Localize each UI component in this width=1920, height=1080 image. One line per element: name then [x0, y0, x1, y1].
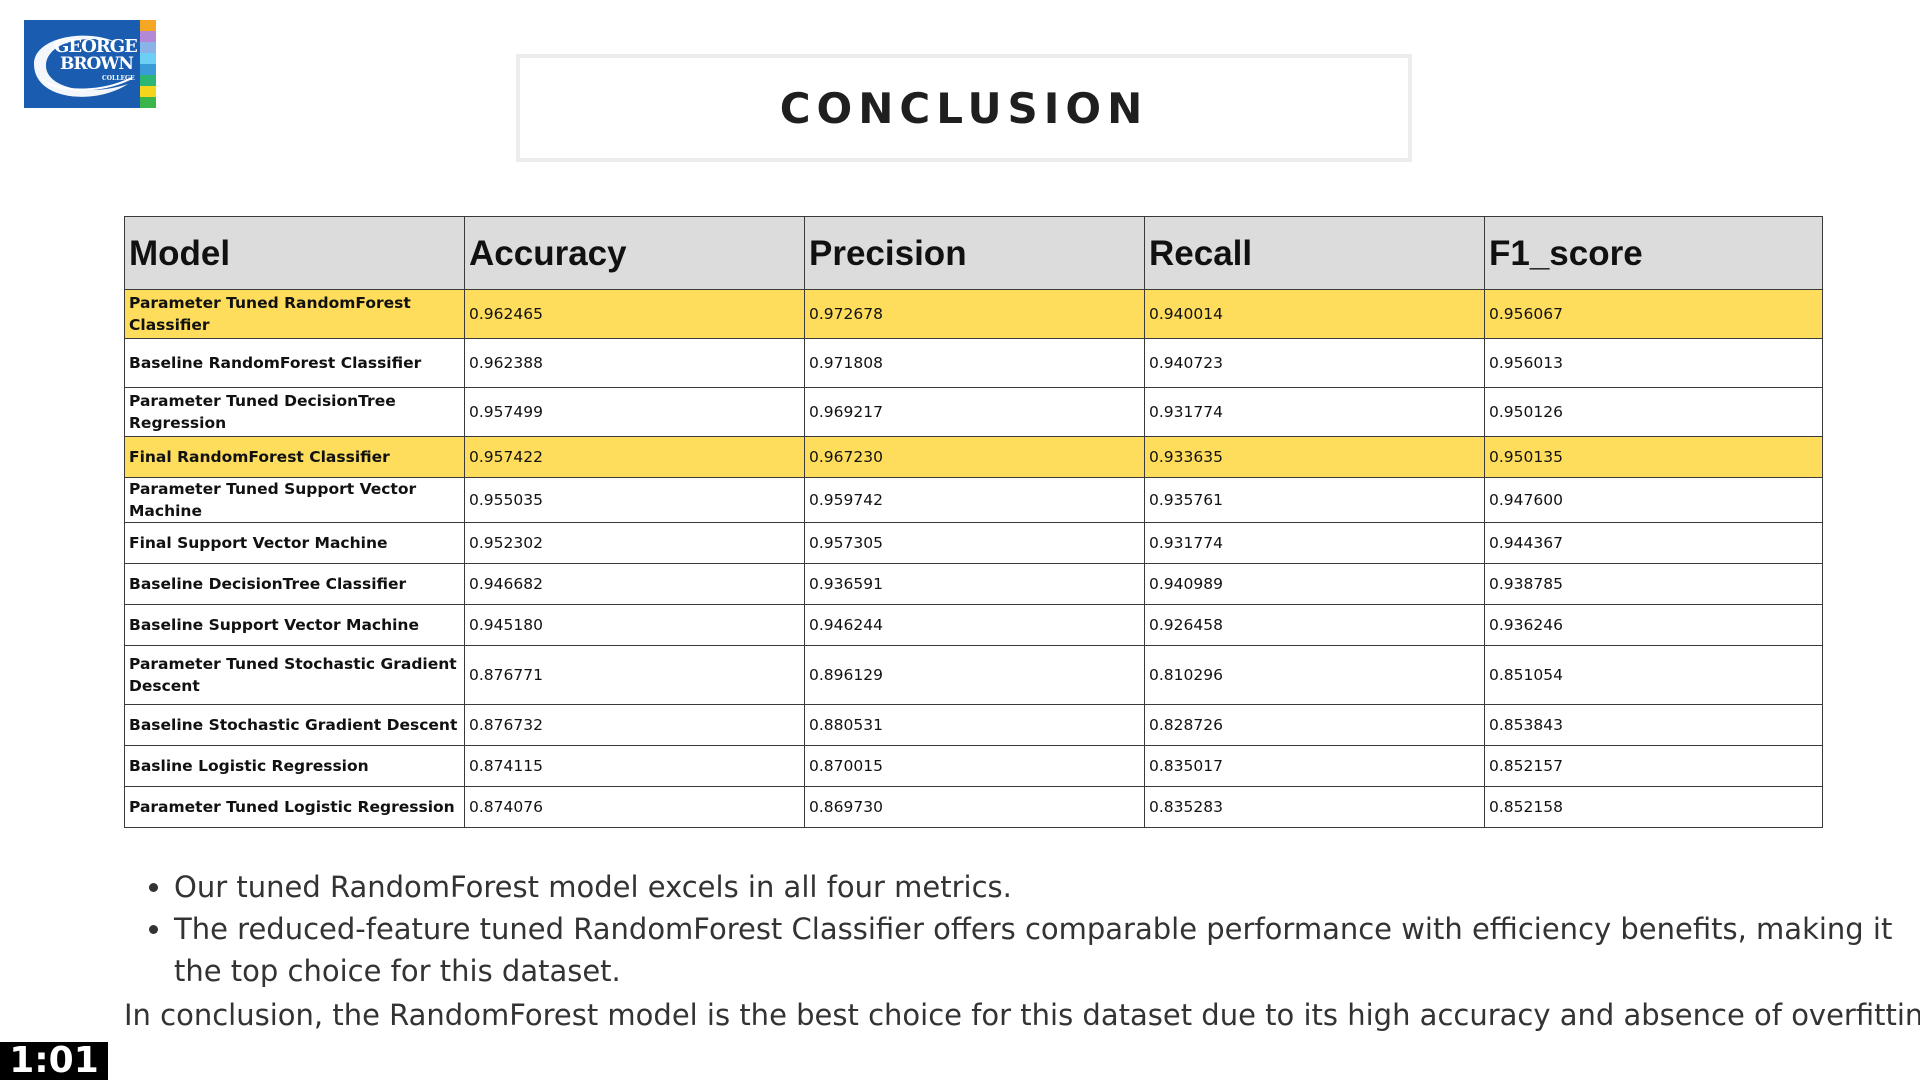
precision-cell: 0.969217 [804, 387, 1145, 437]
precision-cell: 0.957305 [804, 522, 1145, 564]
precision-cell: 0.896129 [804, 645, 1145, 705]
column-header-precision: Precision [804, 216, 1145, 290]
table-row: Baseline RandomForest Classifier 0.96238… [124, 338, 1823, 388]
accuracy-cell: 0.874076 [464, 786, 805, 828]
f1-cell: 0.852158 [1484, 786, 1823, 828]
precision-cell: 0.959742 [804, 477, 1145, 523]
f1-cell: 0.944367 [1484, 522, 1823, 564]
recall-cell: 0.933635 [1144, 436, 1485, 478]
column-header-recall: Recall [1144, 216, 1485, 290]
f1-cell: 0.956067 [1484, 289, 1823, 339]
recall-cell: 0.835283 [1144, 786, 1485, 828]
recall-cell: 0.926458 [1144, 604, 1485, 646]
logo-text-college: COLLEGE [102, 75, 135, 82]
recall-cell: 0.940989 [1144, 563, 1485, 605]
model-cell: Baseline Stochastic Gradient Descent [124, 704, 465, 746]
model-cell: Parameter Tuned Support Vector Machine [124, 477, 465, 523]
accuracy-cell: 0.945180 [464, 604, 805, 646]
accuracy-cell: 0.957499 [464, 387, 805, 437]
bullet-item: The reduced-feature tuned RandomForest C… [174, 908, 1894, 992]
recall-cell: 0.931774 [1144, 387, 1485, 437]
f1-cell: 0.950126 [1484, 387, 1823, 437]
page-title: CONCLUSION [779, 83, 1149, 133]
recall-cell: 0.828726 [1144, 704, 1485, 746]
accuracy-cell: 0.876732 [464, 704, 805, 746]
george-brown-logo: GEORGE BROWN COLLEGE [24, 20, 156, 108]
model-cell: Basline Logistic Regression [124, 745, 465, 787]
f1-cell: 0.852157 [1484, 745, 1823, 787]
model-cell: Parameter Tuned DecisionTree Regression [124, 387, 465, 437]
logo-stripes [140, 20, 156, 108]
bullet-list: Our tuned RandomForest model excels in a… [124, 866, 1894, 992]
model-cell: Baseline Support Vector Machine [124, 604, 465, 646]
table-row: Parameter Tuned DecisionTree Regression … [124, 387, 1823, 437]
column-header-accuracy: Accuracy [464, 216, 805, 290]
recall-cell: 0.940014 [1144, 289, 1485, 339]
precision-cell: 0.870015 [804, 745, 1145, 787]
precision-cell: 0.936591 [804, 563, 1145, 605]
table-header-row: Model Accuracy Precision Recall F1_score [124, 216, 1823, 290]
table-row: Final RandomForest Classifier 0.957422 0… [124, 436, 1823, 478]
table-row: Parameter Tuned Logistic Regression 0.87… [124, 786, 1823, 828]
accuracy-cell: 0.957422 [464, 436, 805, 478]
column-header-model: Model [124, 216, 465, 290]
model-cell: Parameter Tuned Logistic Regression [124, 786, 465, 828]
accuracy-cell: 0.962388 [464, 338, 805, 388]
column-header-f1-score: F1_score [1484, 216, 1823, 290]
table-row: Parameter Tuned RandomForest Classifier … [124, 289, 1823, 339]
precision-cell: 0.972678 [804, 289, 1145, 339]
accuracy-cell: 0.955035 [464, 477, 805, 523]
conclusion-text: In conclusion, the RandomForest model is… [124, 998, 1920, 1032]
f1-cell: 0.853843 [1484, 704, 1823, 746]
model-cell: Final RandomForest Classifier [124, 436, 465, 478]
logo-text-brown: BROWN [60, 54, 134, 74]
table-row: Baseline Support Vector Machine 0.945180… [124, 604, 1823, 646]
logo-text-george: GEORGE [54, 36, 138, 57]
table-row: Final Support Vector Machine 0.952302 0.… [124, 522, 1823, 564]
timer-badge: 1:01 [0, 1042, 108, 1080]
precision-cell: 0.967230 [804, 436, 1145, 478]
recall-cell: 0.940723 [1144, 338, 1485, 388]
f1-cell: 0.950135 [1484, 436, 1823, 478]
precision-cell: 0.946244 [804, 604, 1145, 646]
f1-cell: 0.938785 [1484, 563, 1823, 605]
model-cell: Parameter Tuned RandomForest Classifier [124, 289, 465, 339]
logo-swoosh-icon [34, 35, 133, 97]
accuracy-cell: 0.962465 [464, 289, 805, 339]
logo-mark: GEORGE BROWN COLLEGE [24, 20, 140, 108]
recall-cell: 0.931774 [1144, 522, 1485, 564]
title-box: CONCLUSION [516, 54, 1412, 162]
accuracy-cell: 0.946682 [464, 563, 805, 605]
table-row: Parameter Tuned Stochastic Gradient Desc… [124, 645, 1823, 705]
recall-cell: 0.935761 [1144, 477, 1485, 523]
precision-cell: 0.869730 [804, 786, 1145, 828]
model-results-table: Model Accuracy Precision Recall F1_score… [124, 216, 1823, 828]
table-row: Baseline Stochastic Gradient Descent 0.8… [124, 704, 1823, 746]
model-cell: Baseline DecisionTree Classifier [124, 563, 465, 605]
recall-cell: 0.810296 [1144, 645, 1485, 705]
precision-cell: 0.971808 [804, 338, 1145, 388]
f1-cell: 0.956013 [1484, 338, 1823, 388]
f1-cell: 0.936246 [1484, 604, 1823, 646]
accuracy-cell: 0.952302 [464, 522, 805, 564]
precision-cell: 0.880531 [804, 704, 1145, 746]
f1-cell: 0.947600 [1484, 477, 1823, 523]
recall-cell: 0.835017 [1144, 745, 1485, 787]
table-row: Baseline DecisionTree Classifier 0.94668… [124, 563, 1823, 605]
table-row: Basline Logistic Regression 0.874115 0.8… [124, 745, 1823, 787]
model-cell: Parameter Tuned Stochastic Gradient Desc… [124, 645, 465, 705]
accuracy-cell: 0.876771 [464, 645, 805, 705]
model-cell: Final Support Vector Machine [124, 522, 465, 564]
table-row: Parameter Tuned Support Vector Machine 0… [124, 477, 1823, 523]
f1-cell: 0.851054 [1484, 645, 1823, 705]
accuracy-cell: 0.874115 [464, 745, 805, 787]
bullet-item: Our tuned RandomForest model excels in a… [174, 866, 1894, 908]
model-cell: Baseline RandomForest Classifier [124, 338, 465, 388]
